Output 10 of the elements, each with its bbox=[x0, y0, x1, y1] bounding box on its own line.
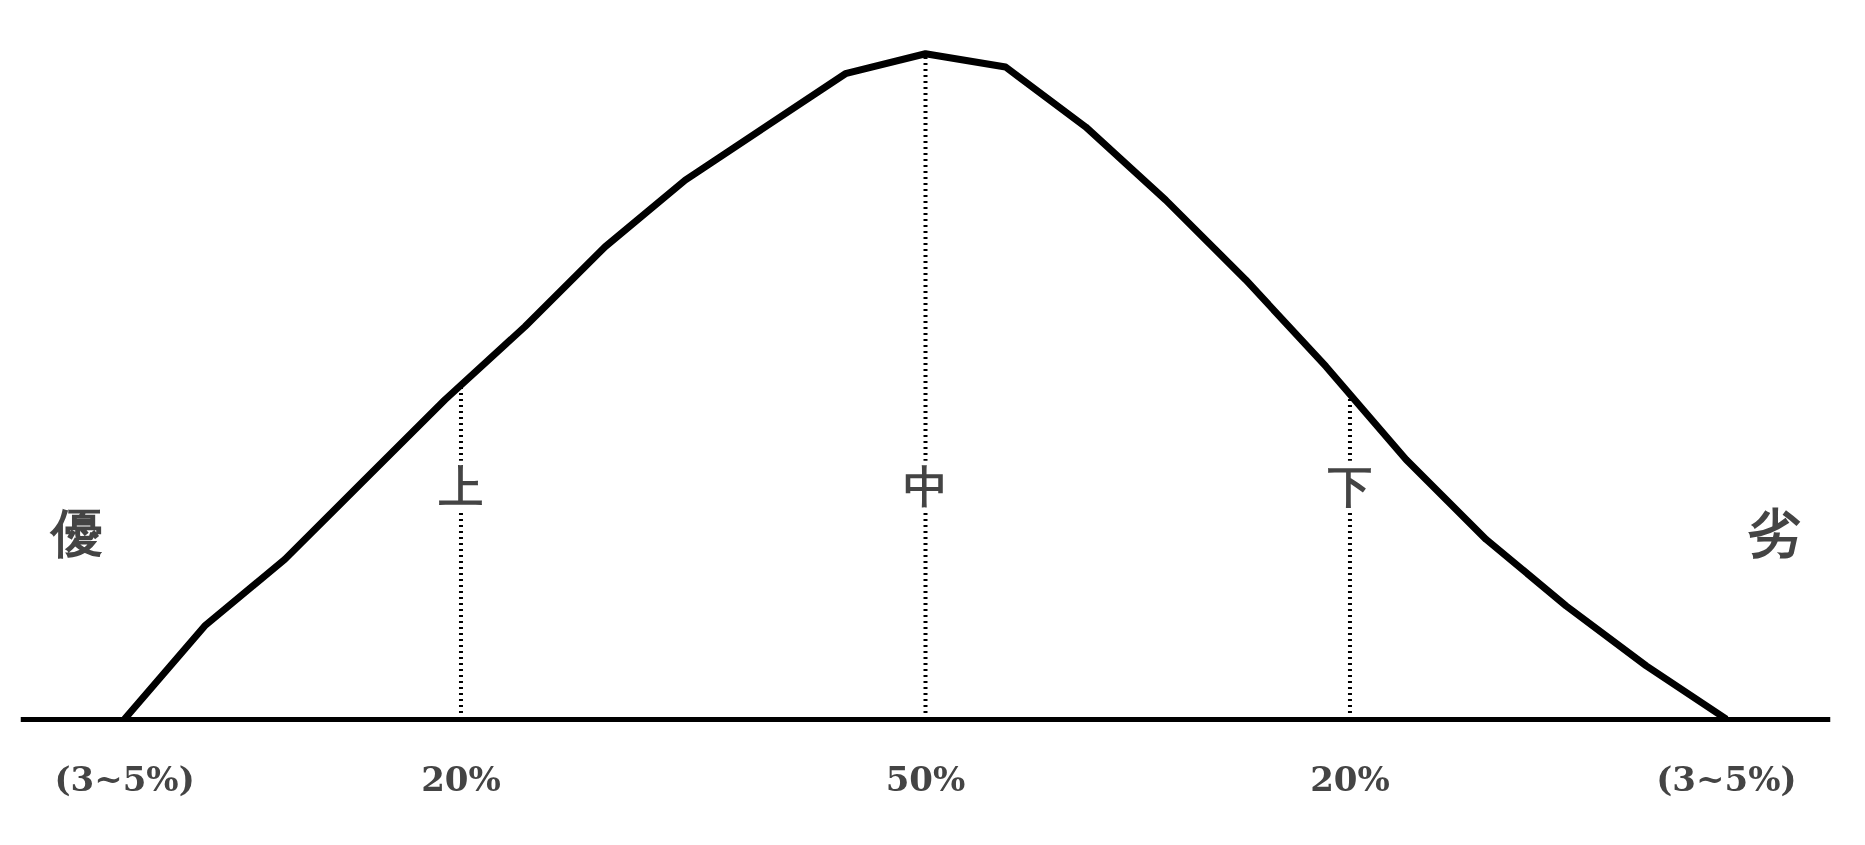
text: (3~5%) bbox=[54, 758, 195, 799]
text: 20% bbox=[1310, 758, 1390, 799]
annotation: 劣 bbox=[1748, 502, 1802, 564]
annotation: 優 bbox=[48, 502, 103, 564]
annotation: 下 bbox=[1327, 460, 1372, 512]
text: (3~5%) bbox=[1656, 758, 1797, 799]
text: 20% bbox=[421, 758, 501, 799]
annotation: 上 bbox=[438, 460, 483, 512]
annotation: 中 bbox=[903, 460, 948, 512]
text: 50% bbox=[885, 758, 966, 799]
